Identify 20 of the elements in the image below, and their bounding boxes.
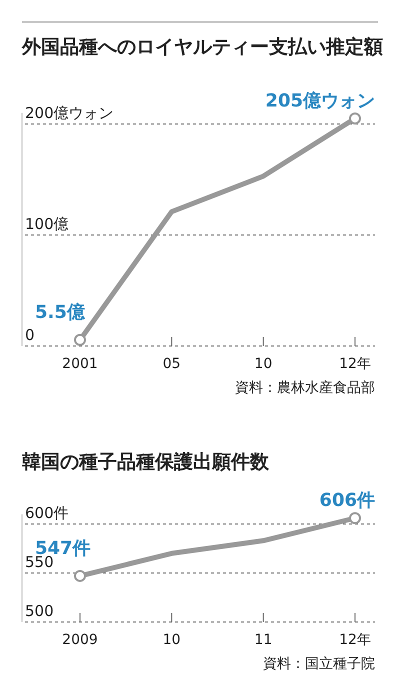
- x-tick-label: 10: [254, 356, 272, 372]
- chart-title: 外国品種へのロイヤルティー支払い推定額: [21, 36, 383, 58]
- chart-title: 韓国の種子品種保護出願件数: [22, 451, 270, 473]
- y-tick-label: 0: [25, 326, 35, 344]
- x-tick-label: 05: [162, 356, 181, 372]
- x-tick-label: 12年: [339, 632, 371, 648]
- data-label: 606件: [319, 490, 375, 512]
- x-tick-label: 11: [254, 632, 272, 648]
- data-label: 5.5億: [35, 302, 86, 323]
- x-tick-label: 12年: [339, 356, 371, 372]
- data-label: 205億ウォン: [265, 90, 375, 112]
- y-tick-label: 500: [25, 602, 54, 620]
- text: 資料：国立種子院: [263, 656, 375, 672]
- text: 資料：農林水産食品部: [235, 380, 375, 396]
- y-tick-label: 600件: [25, 504, 69, 522]
- y-tick-label: 100億: [25, 215, 69, 233]
- x-tick-label: 2001: [62, 356, 98, 372]
- x-tick-label: 2009: [62, 632, 98, 648]
- y-tick-label: 200億ウォン: [25, 104, 114, 122]
- x-tick-label: 10: [162, 632, 181, 648]
